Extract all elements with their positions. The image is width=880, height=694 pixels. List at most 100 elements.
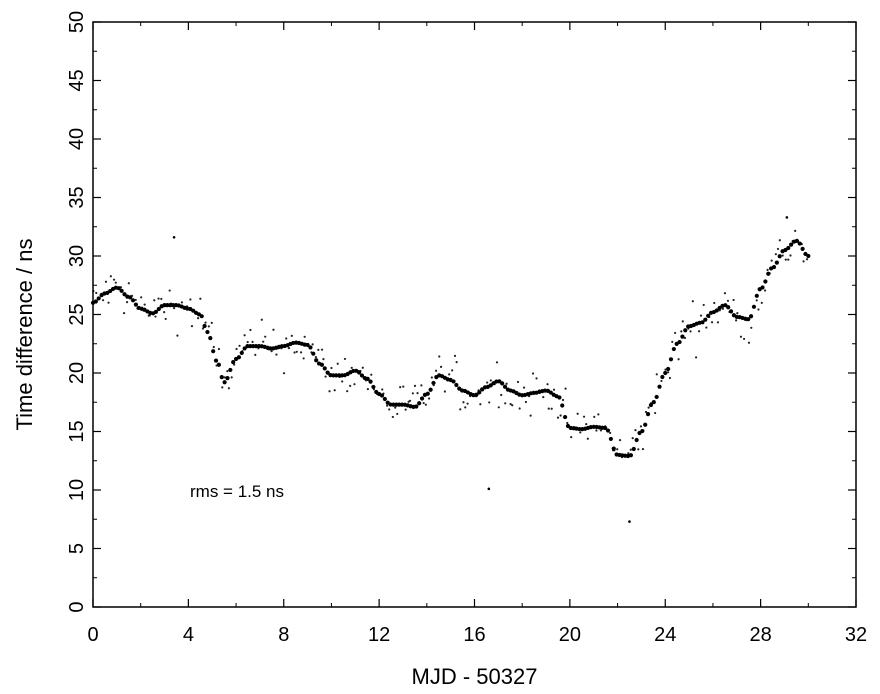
data-point <box>579 431 582 434</box>
data-point <box>677 358 680 361</box>
curve-point <box>236 355 242 360</box>
data-point <box>154 315 157 318</box>
curve-point <box>728 309 734 314</box>
curve-point <box>706 313 711 318</box>
data-point <box>671 340 674 343</box>
curve-point <box>628 453 634 458</box>
curve-point <box>703 317 708 322</box>
data-point <box>666 371 670 374</box>
curve-point <box>225 376 230 381</box>
data-point <box>413 384 417 388</box>
data-point <box>713 301 716 305</box>
curve-point <box>425 391 430 396</box>
curve-point <box>239 350 244 356</box>
curve-point <box>414 404 419 409</box>
data-point <box>516 380 520 384</box>
data-point <box>221 386 224 389</box>
data-point <box>420 384 423 387</box>
data-point <box>95 291 98 295</box>
curve-point <box>631 446 636 452</box>
data-point <box>732 298 735 302</box>
data-point <box>295 350 298 353</box>
data-point <box>114 281 117 284</box>
data-point <box>163 311 166 314</box>
y-tick-label: 45 <box>66 69 88 91</box>
data-point <box>716 321 720 324</box>
data-point <box>336 362 339 365</box>
data-point <box>629 448 632 451</box>
data-point <box>784 258 787 261</box>
data-point <box>391 415 394 419</box>
curve-point <box>228 367 233 373</box>
y-axis-title: Time difference / ns <box>12 239 37 431</box>
y-tick-label: 30 <box>66 245 88 267</box>
y-tick-labels: 0 5 10 15 20 25 30 35 40 45 50 <box>66 11 88 613</box>
curve-point <box>199 314 204 319</box>
curve-point <box>202 323 207 329</box>
data-point <box>618 439 622 442</box>
curve-point <box>806 253 811 259</box>
data-point <box>582 415 586 418</box>
data-point <box>585 422 588 426</box>
y-tick-label: 35 <box>66 186 88 208</box>
data-point <box>350 366 353 369</box>
y-tick-label: 15 <box>66 420 88 442</box>
data-point <box>262 340 265 343</box>
data-point <box>766 268 769 271</box>
curve-point <box>122 292 127 297</box>
data-point <box>794 229 797 232</box>
data-point <box>742 337 746 341</box>
data-point <box>290 334 293 337</box>
data-point <box>353 383 356 386</box>
data-point <box>422 401 425 405</box>
data-point <box>593 415 596 419</box>
data-point <box>143 303 146 306</box>
curve-point <box>797 241 802 246</box>
data-point <box>497 406 500 409</box>
data-point <box>172 307 176 310</box>
data-point <box>287 347 291 350</box>
data-point <box>691 300 694 303</box>
curve-point <box>726 305 731 310</box>
data-point <box>702 303 705 307</box>
data-point <box>627 452 630 455</box>
curve-point <box>325 370 330 375</box>
scatter-points <box>92 216 809 523</box>
data-point <box>189 298 192 301</box>
data-point <box>260 318 263 321</box>
curve-point <box>634 437 639 443</box>
curve-point <box>677 339 682 345</box>
data-point <box>223 376 226 379</box>
data-point <box>443 390 446 393</box>
curve-point <box>700 320 705 325</box>
data-point <box>439 365 443 368</box>
curve-point <box>454 382 459 388</box>
data-point <box>330 366 333 370</box>
data-point <box>561 398 565 402</box>
x-tick-label: 12 <box>368 624 390 646</box>
data-point <box>394 406 397 409</box>
data-point <box>564 387 567 390</box>
data-point <box>466 402 469 405</box>
data-point <box>550 407 553 410</box>
axis-ticks <box>92 21 857 608</box>
curve-point <box>428 387 433 392</box>
data-point <box>500 393 503 397</box>
curve-point <box>557 395 562 400</box>
plot-frame <box>92 21 857 608</box>
data-point <box>249 328 252 332</box>
data-point <box>689 330 692 333</box>
curve-point <box>93 299 98 304</box>
data-point <box>802 260 805 263</box>
curve-point <box>219 374 224 380</box>
data-point <box>556 416 560 419</box>
data-point <box>681 320 684 323</box>
data-point <box>576 412 579 415</box>
curve-point <box>119 288 124 293</box>
curve-point <box>800 246 805 251</box>
data-point <box>204 321 207 324</box>
data-point <box>427 397 431 400</box>
data-point <box>254 353 257 357</box>
data-point <box>522 386 526 389</box>
